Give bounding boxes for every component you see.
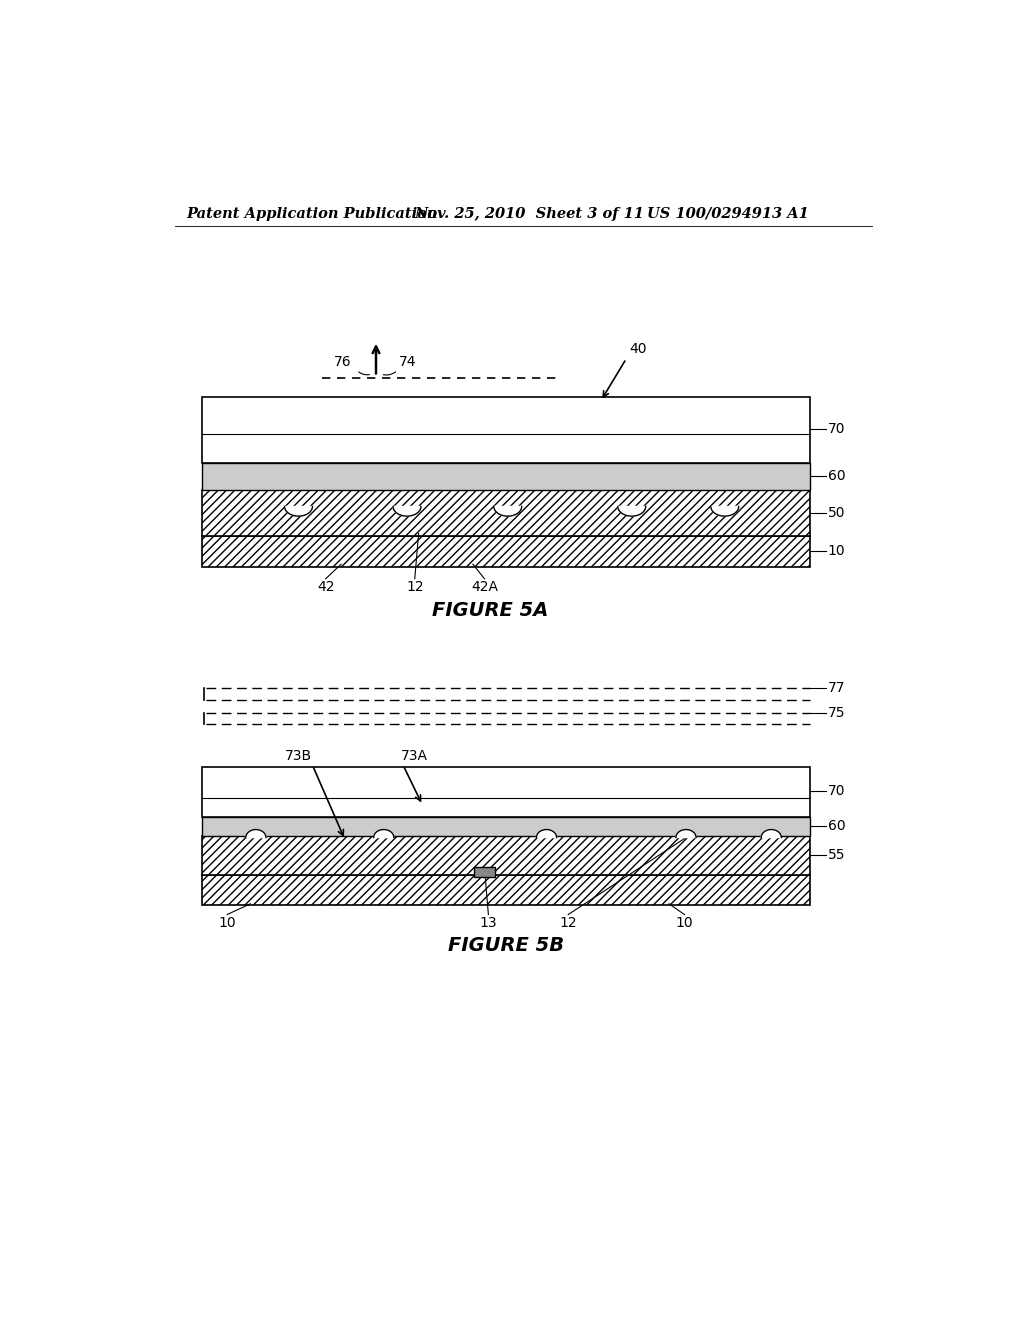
- Text: 60: 60: [827, 469, 846, 483]
- Text: 76: 76: [334, 355, 351, 370]
- Bar: [202, 490, 810, 536]
- Bar: [202, 875, 810, 906]
- Polygon shape: [374, 829, 394, 838]
- Text: FIGURE 5A: FIGURE 5A: [432, 601, 549, 620]
- Bar: [202, 462, 810, 490]
- Text: 12: 12: [559, 916, 577, 931]
- Text: 42: 42: [316, 581, 335, 594]
- Text: FIGURE 5B: FIGURE 5B: [447, 936, 564, 956]
- Text: 55: 55: [827, 849, 846, 862]
- Polygon shape: [676, 829, 696, 838]
- Text: 60: 60: [827, 818, 846, 833]
- Text: Nov. 25, 2010  Sheet 3 of 11: Nov. 25, 2010 Sheet 3 of 11: [415, 207, 645, 220]
- Text: 10: 10: [827, 544, 846, 558]
- Text: 73B: 73B: [286, 748, 312, 763]
- Polygon shape: [285, 507, 312, 516]
- Text: 75: 75: [827, 706, 846, 719]
- Text: US 100/0294913 A1: US 100/0294913 A1: [647, 207, 809, 220]
- Bar: [202, 767, 810, 817]
- Text: 50: 50: [827, 506, 846, 520]
- Bar: [202, 836, 810, 875]
- Text: 73A: 73A: [400, 748, 428, 763]
- Polygon shape: [711, 507, 738, 516]
- Polygon shape: [246, 829, 266, 838]
- Text: 40: 40: [630, 342, 647, 356]
- Polygon shape: [617, 507, 646, 516]
- Bar: [202, 397, 810, 462]
- Polygon shape: [393, 507, 421, 516]
- Polygon shape: [537, 829, 557, 838]
- Text: 13: 13: [479, 916, 498, 931]
- Text: 42A: 42A: [471, 581, 498, 594]
- Text: Patent Application Publication: Patent Application Publication: [186, 207, 437, 220]
- Text: 74: 74: [399, 355, 417, 370]
- Bar: [202, 817, 810, 836]
- Text: 77: 77: [827, 681, 846, 696]
- Bar: [474, 867, 496, 876]
- Polygon shape: [494, 507, 521, 516]
- Text: 70: 70: [827, 784, 846, 799]
- Text: 10: 10: [218, 916, 236, 931]
- Text: 12: 12: [406, 581, 424, 594]
- Polygon shape: [761, 829, 781, 838]
- Text: 70: 70: [827, 422, 846, 437]
- Bar: [202, 536, 810, 566]
- Text: 10: 10: [676, 916, 693, 931]
